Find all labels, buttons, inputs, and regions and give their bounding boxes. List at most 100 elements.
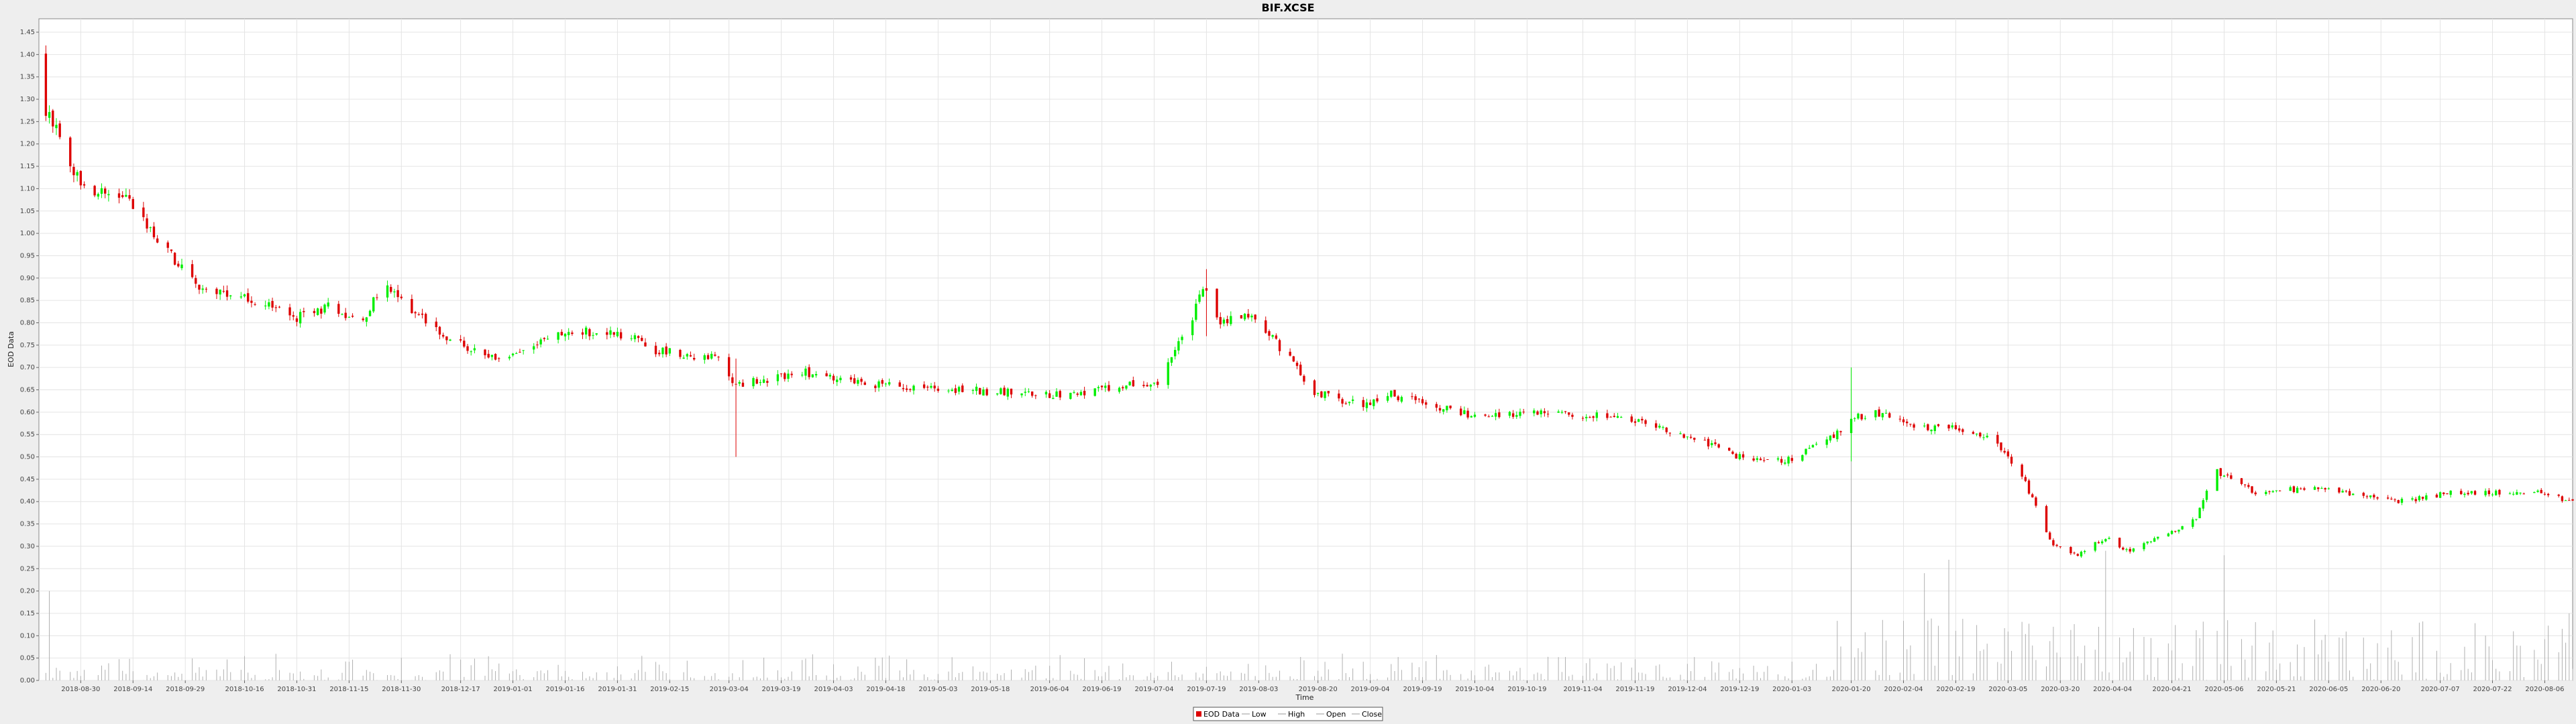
candle-body [644,342,647,347]
candle-body [1278,340,1281,351]
candle-body [1494,413,1497,417]
candle-body [2324,488,2326,490]
candle-body [2516,492,2518,495]
candle-body [1972,432,1975,434]
y-tick-label: 1.00 [20,230,35,237]
candle-body [971,390,975,391]
candle-body [1044,391,1048,395]
candle-body [177,263,180,267]
candle-body [316,308,319,315]
candle-body [459,339,462,341]
y-tick-label: 0.20 [20,588,35,595]
candle-body [2386,497,2390,499]
candle-body [511,353,515,356]
candle-body [1498,412,1501,418]
candle-body [1271,335,1274,337]
candle-body [804,368,807,376]
candle-body [619,332,623,339]
x-tick-label: 2020-02-04 [1884,686,1923,693]
candle-body [1118,387,1121,392]
candle-body [1543,411,1546,414]
candle-body [2348,491,2351,496]
candle-body [2571,499,2574,501]
x-tick-label: 2020-07-07 [2421,686,2460,693]
candle-body [2003,450,2006,453]
x-tick-label: 2019-06-19 [1083,686,1122,693]
candle-body [1741,454,1745,458]
candle-body [390,287,392,292]
candle-body [1564,411,1567,412]
candle-body [1658,426,1661,428]
candle-body [2540,489,2542,493]
x-tick-label: 2018-09-29 [166,686,205,693]
x-tick-label: 2020-06-05 [2309,686,2348,693]
candle-body [191,264,194,278]
candle-body [1884,413,1888,414]
candle-body [1982,437,1985,438]
candle-body [1711,442,1713,446]
candle-body [2320,488,2323,489]
candle-body [52,110,54,127]
candle-body [979,387,981,395]
y-tick-label: 0.55 [20,431,35,438]
candle-body [1303,375,1305,382]
x-tick-label: 2019-10-04 [1455,686,1494,693]
candle-body [424,314,427,324]
candle-body [1536,411,1539,415]
candle-body [1825,439,1828,445]
candle-body [522,350,525,351]
candle-body [564,333,567,337]
candle-body [1341,399,1344,404]
candle-body [1400,397,1403,402]
candle-body [1030,391,1034,396]
candle-body [1986,436,1988,438]
candle-body [1898,418,1901,420]
x-tick-label: 2018-10-31 [277,686,316,693]
candle-body [1442,409,1445,412]
candle-body [2484,491,2487,495]
candle-body [1348,402,1351,404]
candle-body [853,378,856,383]
candle-body [1759,459,1762,461]
x-tick-label: 2019-03-19 [762,686,801,693]
candle-body [912,385,915,391]
candle-body [1930,429,1933,432]
y-tick-label: 1.40 [20,51,35,58]
candle-body [1083,391,1086,396]
candle-body [2031,494,2034,497]
candle-body [1641,418,1644,421]
candle-body [166,242,169,248]
candle-body [1811,444,1815,448]
candle-body [1849,418,1853,434]
candle-body [860,379,863,382]
y-tick-label: 0.25 [20,565,35,572]
candle-body [435,321,437,327]
candle-body [922,384,926,388]
candle-body [2219,468,2222,476]
candle-body [48,112,51,118]
candle-body [1250,315,1253,318]
candle-body [2070,547,2072,554]
candle-body [1864,418,1867,419]
candle-body [1682,434,1685,438]
x-tick-label: 2019-11-04 [1563,686,1602,693]
candle-body [2192,519,2194,527]
candle-body [641,337,643,341]
candle-body [1996,434,1999,444]
candle-body [762,379,765,383]
candle-body [1324,391,1326,398]
candle-body [1338,394,1340,399]
candle-body [682,357,685,359]
candle-body [1125,385,1128,389]
candle-body [368,310,372,316]
candle-body [1633,421,1637,423]
y-tick-label: 1.25 [20,118,35,125]
candle-body [247,293,250,302]
candle-body [2369,495,2372,497]
y-tick-label: 0.70 [20,364,35,371]
candle-body [1195,304,1197,320]
candle-body [759,382,762,383]
candle-body [568,332,570,335]
candles [44,45,2574,558]
candle-body [1738,454,1741,459]
